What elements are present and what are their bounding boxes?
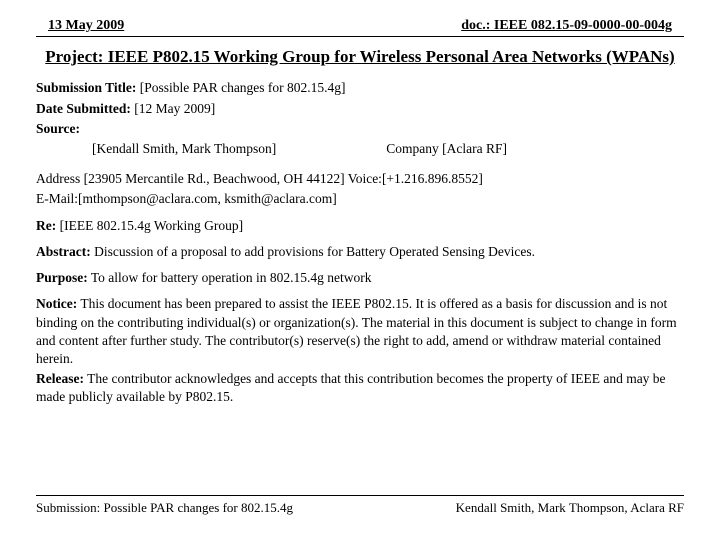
re-value: [IEEE 802.15.4g Working Group]: [56, 218, 243, 233]
source-label: Source:: [36, 121, 80, 136]
bottom-rule: [36, 495, 684, 496]
footer-left: Submission: Possible PAR changes for 802…: [36, 500, 293, 516]
release-value: The contributor acknowledges and accepts…: [36, 371, 666, 404]
footer: Submission: Possible PAR changes for 802…: [36, 495, 684, 516]
purpose-row: Purpose: To allow for battery operation …: [36, 269, 684, 287]
email-row: E-Mail:[mthompson@aclara.com, ksmith@acl…: [36, 190, 684, 208]
header: 13 May 2009 doc.: IEEE 082.15-09-0000-00…: [0, 0, 720, 36]
address-row: Address [23905 Mercantile Rd., Beachwood…: [36, 170, 684, 188]
header-date: 13 May 2009: [48, 18, 124, 34]
submission-title-label: Submission Title:: [36, 80, 136, 95]
source-label-row: Source:: [36, 120, 684, 138]
notice-row: Notice: This document has been prepared …: [36, 295, 684, 368]
source-names: [Kendall Smith, Mark Thompson]: [92, 141, 276, 156]
abstract-value: Discussion of a proposal to add provisio…: [91, 244, 535, 259]
notice-value: This document has been prepared to assis…: [36, 296, 677, 366]
purpose-value: To allow for battery operation in 802.15…: [88, 270, 372, 285]
footer-right: Kendall Smith, Mark Thompson, Aclara RF: [456, 500, 684, 516]
notice-label: Notice:: [36, 296, 77, 311]
header-doc-id: doc.: IEEE 082.15-09-0000-00-004g: [461, 18, 672, 34]
project-title: Project: IEEE P802.15 Working Group for …: [0, 37, 720, 79]
abstract-row: Abstract: Discussion of a proposal to ad…: [36, 243, 684, 261]
submission-title-row: Submission Title: [Possible PAR changes …: [36, 79, 684, 97]
content-body: Submission Title: [Possible PAR changes …: [0, 79, 720, 406]
date-submitted-value: [12 May 2009]: [131, 101, 215, 116]
source-names-row: [Kendall Smith, Mark Thompson] Company [A…: [36, 140, 684, 158]
submission-title-value: [Possible PAR changes for 802.15.4g]: [136, 80, 345, 95]
re-label: Re:: [36, 218, 56, 233]
source-company: Company [Aclara RF]: [386, 140, 507, 158]
purpose-label: Purpose:: [36, 270, 88, 285]
release-row: Release: The contributor acknowledges an…: [36, 370, 684, 406]
date-submitted-row: Date Submitted: [12 May 2009]: [36, 100, 684, 118]
abstract-label: Abstract:: [36, 244, 91, 259]
re-row: Re: [IEEE 802.15.4g Working Group]: [36, 217, 684, 235]
release-label: Release:: [36, 371, 84, 386]
date-submitted-label: Date Submitted:: [36, 101, 131, 116]
